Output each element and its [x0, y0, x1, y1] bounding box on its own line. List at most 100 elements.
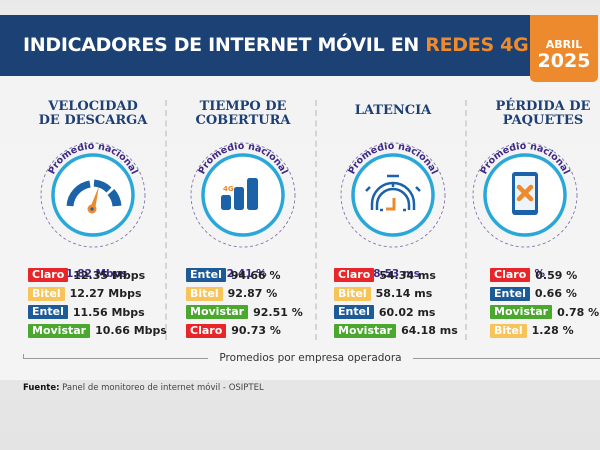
indicator-title: VELOCIDAD DE DESCARGA	[18, 100, 168, 128]
caption-line-right	[413, 358, 600, 359]
operator-value: 64.18 ms	[401, 324, 458, 337]
operator-tag: Bitel	[28, 286, 65, 301]
indicator-cobertura: TIEMPO DE COBERTURA Promedio nacional 4G…	[168, 98, 318, 348]
operator-tag: Movistar	[334, 323, 397, 338]
stopwatch-icon	[365, 174, 421, 212]
phone-error-icon	[512, 172, 538, 215]
operator-row: Entel 60.02 ms	[334, 303, 484, 321]
operator-value: 12.27 Mbps	[69, 287, 142, 300]
national-average-ring: Promedio nacional 11.82 Mbps	[36, 138, 150, 280]
operator-value: 54.34 ms	[379, 268, 436, 282]
operator-row: Movistar 10.66 Mbps	[28, 322, 178, 340]
operator-list: Claro 12.35 Mbps Bitel 12.27 Mbps Entel 11.…	[28, 266, 178, 340]
operator-tag: Movistar	[28, 323, 91, 338]
operator-tag: Movistar	[490, 305, 553, 319]
indicator-perdida: PÉRDIDA DE PAQUETES Promedio nacional 0.…	[468, 98, 600, 348]
national-average-value: 92.41 %	[219, 268, 267, 280]
page-title: INDICADORES DE INTERNET MÓVIL EN REDES 4…	[23, 15, 529, 76]
operator-tag: Claro	[28, 268, 69, 282]
operator-row: Movistar 92.51 %	[186, 303, 336, 321]
operator-value: 60.02 ms	[378, 305, 436, 319]
source-text: Panel de monitoreo de internet móvil - O…	[59, 383, 264, 393]
operator-tag: Bitel	[334, 286, 371, 301]
operator-row: Bitel 58.14 ms	[334, 285, 484, 303]
operator-row: Claro 90.73 %	[186, 322, 336, 340]
column-divider	[165, 100, 167, 340]
indicator-title-line2: COBERTURA	[195, 113, 291, 128]
operator-row: Claro 12.35 Mbps	[28, 266, 178, 284]
operator-value: 1.28 %	[531, 324, 574, 337]
operator-value: 0.78 %	[557, 305, 600, 319]
national-average-ring: Promedio nacional 58.53 ms	[336, 138, 450, 280]
operator-value: 0.59 %	[535, 268, 578, 282]
ring-graphic: Promedio nacional	[40, 141, 146, 248]
operator-list: Entel 94.66 % Bitel 92.87 % Movistar 92.51 …	[186, 266, 336, 340]
operator-row: Entel 11.56 Mbps	[28, 303, 178, 321]
operator-row: Bitel 12.27 Mbps	[28, 285, 178, 303]
operator-row: Bitel 92.87 %	[186, 285, 336, 303]
ring-graphic: Promedio nacional 4G	[190, 141, 296, 248]
operator-row: Movistar 64.18 ms	[334, 322, 484, 340]
indicator-title: PÉRDIDA DE PAQUETES	[468, 100, 600, 128]
column-divider	[465, 100, 467, 340]
operator-row: Movistar 0.78 %	[490, 303, 600, 321]
operator-tag: Claro	[186, 323, 227, 338]
source-footer: Fuente: Panel de monitoreo de internet m…	[23, 383, 264, 393]
header-band	[0, 15, 531, 76]
operator-tag: Entel	[334, 305, 374, 319]
national-average-value: 11.82 Mbps	[58, 268, 128, 280]
indicator-latencia: LATENCIA Promedio nacional	[318, 98, 468, 348]
operator-list: Claro 0.59 % Entel 0.66 % Movistar 0.78 % B…	[490, 266, 600, 340]
source-label: Fuente:	[23, 383, 60, 393]
operator-row: Entel 0.66 %	[490, 285, 600, 303]
speedometer-icon	[66, 179, 122, 214]
indicator-title-line1: TIEMPO DE	[199, 99, 287, 114]
national-average-value: 58.53 ms	[365, 268, 421, 280]
operator-tag: Entel	[186, 268, 226, 282]
title-highlight: REDES 4G	[425, 34, 529, 56]
ring-graphic: Promedio nacional	[340, 141, 446, 248]
operator-value: 92.51 %	[253, 305, 303, 319]
indicator-title-line1: VELOCIDAD	[48, 99, 138, 114]
operator-row: Entel 94.66 %	[186, 266, 336, 284]
operators-caption: Promedios por empresa operadora	[219, 352, 402, 364]
title-main: INDICADORES DE INTERNET MÓVIL EN	[23, 34, 426, 56]
operator-tag: Claro	[490, 268, 531, 282]
caption-line-left	[23, 354, 208, 359]
operator-value: 92.87 %	[227, 287, 278, 300]
indicator-title-line2: DE DESCARGA	[38, 113, 148, 128]
operator-row: Claro 0.59 %	[490, 266, 600, 284]
operator-value: 90.73 %	[231, 324, 281, 337]
operator-value: 11.56 Mbps	[72, 305, 145, 319]
operator-tag: Movistar	[186, 305, 249, 319]
operator-value: 58.14 ms	[375, 287, 433, 300]
operator-tag: Bitel	[490, 323, 527, 338]
national-average-ring: Promedio nacional 4G 92.41 %	[186, 138, 300, 280]
operator-tag: Entel	[490, 286, 530, 301]
operator-row: Claro 54.34 ms	[334, 266, 484, 284]
badge-month: ABRIL	[545, 38, 583, 51]
indicator-velocidad: VELOCIDAD DE DESCARGA Promedio nacional …	[18, 98, 168, 348]
indicator-title: TIEMPO DE COBERTURA	[168, 100, 318, 128]
operator-row: Bitel 1.28 %	[490, 322, 600, 340]
column-divider	[315, 100, 317, 340]
operator-tag: Bitel	[186, 286, 223, 301]
indicator-title-line1: PÉRDIDA DE	[495, 99, 591, 114]
indicator-title-line2: PAQUETES	[502, 113, 584, 128]
date-badge: ABRIL 2025	[530, 15, 598, 82]
indicator-title: LATENCIA	[318, 104, 468, 118]
operator-tag: Claro	[334, 268, 375, 282]
operator-value: 12.35 Mbps	[73, 268, 146, 282]
ring-graphic: Promedio nacional	[472, 141, 578, 248]
operator-value: 94.66 %	[230, 268, 281, 282]
operator-value: 10.66 Mbps	[95, 324, 167, 337]
signal-4g-label: 4G	[223, 185, 234, 193]
national-average-ring: Promedio nacional 0.79 %	[468, 138, 582, 280]
indicator-title-line1: LATENCIA	[354, 103, 432, 118]
operator-tag: Entel	[28, 305, 68, 319]
signal-4g-icon: 4G	[221, 178, 258, 210]
operator-value: 0.66 %	[534, 287, 577, 300]
badge-year: 2025	[537, 50, 591, 72]
operator-list: Claro 54.34 ms Bitel 58.14 ms Entel 60.02 m…	[334, 266, 484, 340]
